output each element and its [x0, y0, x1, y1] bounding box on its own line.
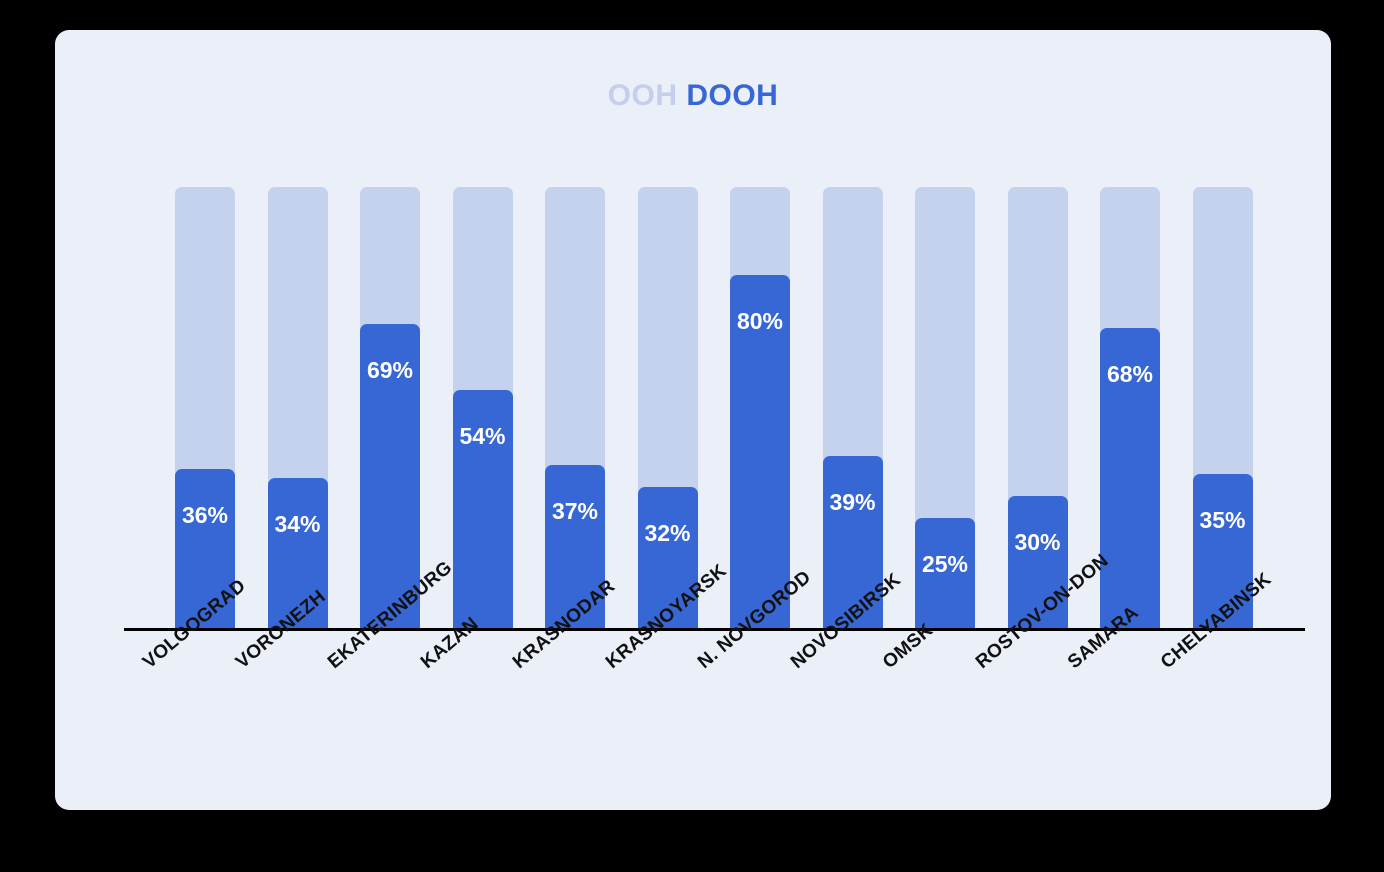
- x-axis-line: [124, 628, 1305, 631]
- bar-segment-ooh[interactable]: [175, 187, 235, 628]
- bar-segment-dooh[interactable]: [730, 275, 790, 628]
- bar-group[interactable]: 25%: [915, 187, 975, 628]
- bar-segment-ooh[interactable]: [730, 187, 790, 628]
- bar-segment-dooh[interactable]: [822, 456, 883, 628]
- bar-segment-dooh[interactable]: [175, 469, 235, 628]
- x-axis-labels: VOLGOGRAD VORONEZH EKATERINBURG KAZAN KRASNO…: [55, 550, 1331, 801]
- bar-group[interactable]: 36%: [175, 187, 235, 628]
- bar-segment-ooh[interactable]: [267, 187, 328, 628]
- bar-group[interactable]: 37%: [545, 187, 605, 628]
- bar-segment-dooh[interactable]: [915, 517, 975, 628]
- bar-segment-dooh[interactable]: [545, 464, 605, 628]
- bar-group[interactable]: 32%: [637, 187, 698, 628]
- bar-segment-dooh[interactable]: [1007, 495, 1068, 628]
- bar-segment-ooh[interactable]: [452, 187, 513, 628]
- bar-segment-dooh[interactable]: [267, 478, 328, 628]
- chart-title: OOH DOOH: [55, 79, 1331, 113]
- bar-segment-ooh[interactable]: [915, 187, 975, 628]
- legend-label-ooh: OOH: [607, 79, 678, 112]
- bar-segment-dooh[interactable]: [637, 486, 698, 628]
- bar-group[interactable]: 39%: [822, 187, 883, 628]
- bar-segment-dooh[interactable]: [1100, 328, 1160, 628]
- bar-segment-ooh[interactable]: [360, 187, 420, 628]
- bar-group[interactable]: 80%: [730, 187, 790, 628]
- bar-group[interactable]: 69%: [360, 187, 420, 628]
- bar-segment-ooh[interactable]: [1192, 187, 1253, 628]
- bar-group[interactable]: 34%: [267, 187, 328, 628]
- bar-segment-dooh[interactable]: [360, 323, 420, 628]
- bar-segment-ooh[interactable]: [545, 187, 605, 628]
- bar-group[interactable]: 54%: [452, 187, 513, 628]
- bar-group[interactable]: 68%: [1100, 187, 1160, 628]
- plot-area: 36% 34% 69% 54% 37% 32% 80% 39% 25% 30% 68% 35%: [55, 187, 1331, 628]
- bar-segment-dooh[interactable]: [1192, 473, 1253, 628]
- legend-label-dooh: DOOH: [686, 79, 779, 112]
- bar-segment-ooh[interactable]: [1100, 187, 1160, 628]
- bar-segment-ooh[interactable]: [822, 187, 883, 628]
- bar-segment-ooh[interactable]: [1007, 187, 1068, 628]
- chart-card: OOH DOOH 36% 34% 69% 54% 37% 32% 80% 39% 25% 30% 6…: [55, 30, 1331, 810]
- bar-group[interactable]: 35%: [1192, 187, 1253, 628]
- bar-group[interactable]: 30%: [1007, 187, 1068, 628]
- bar-segment-ooh[interactable]: [637, 187, 698, 628]
- bar-segment-dooh[interactable]: [452, 389, 513, 628]
